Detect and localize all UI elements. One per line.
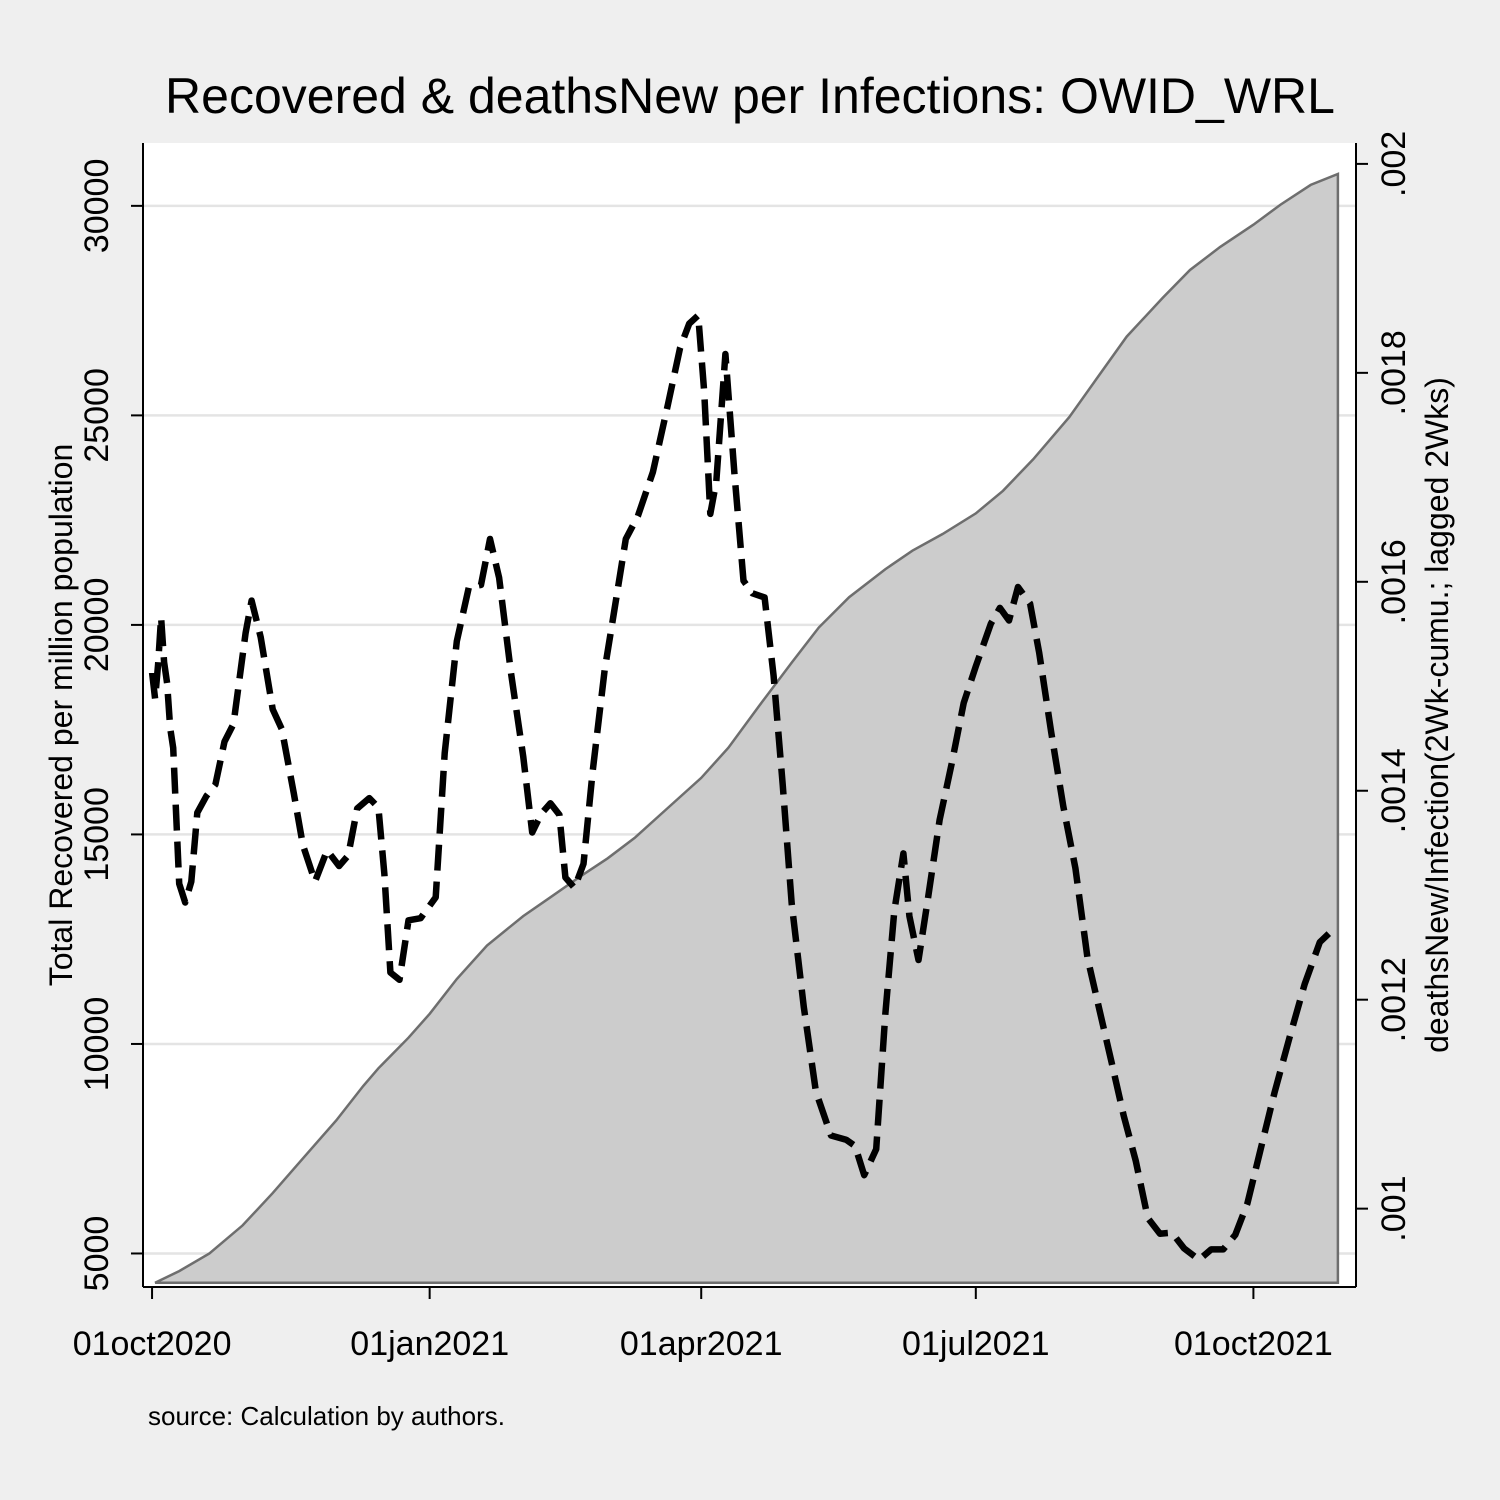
x-tick-label: 01oct2021 — [1174, 1325, 1333, 1363]
chart-title: Recovered & deathsNew per Infections: OW… — [165, 68, 1335, 124]
y-left-axis-title: Total Recovered per million population — [43, 444, 79, 987]
y-left-tick-label: 25000 — [78, 368, 116, 463]
y-left-tick-label: 15000 — [78, 787, 116, 882]
y-right-tick-label: .002 — [1375, 131, 1413, 197]
deaths-ratio-line — [148, 312, 1335, 1264]
recovered-area-series — [154, 172, 1340, 1285]
x-tick-label: 01jul2021 — [902, 1325, 1049, 1363]
y-left-tick-label: 10000 — [78, 997, 116, 1092]
recovered-area — [154, 172, 1340, 1285]
y-left-tick-label: 20000 — [78, 578, 116, 673]
y-right-axis-title: deathsNew/Infection(2Wk-cumu.; lagged 2W… — [1419, 377, 1455, 1053]
y-right-tick-label: .0014 — [1375, 748, 1413, 833]
y-left-tick-label: 30000 — [78, 159, 116, 254]
x-tick-label: 01jan2021 — [350, 1325, 509, 1363]
x-tick-label: 01oct2020 — [73, 1325, 232, 1363]
y-right-tick-label: .0012 — [1375, 957, 1413, 1042]
y-right-tick-label: .0016 — [1375, 539, 1413, 624]
y-left-tick-label: 5000 — [78, 1216, 116, 1292]
y-right-tick-label: .001 — [1375, 1176, 1413, 1242]
deaths-ratio-line-series — [148, 312, 1335, 1264]
y-right-tick-label: .0018 — [1375, 330, 1413, 415]
x-tick-label: 01apr2021 — [620, 1325, 783, 1363]
axes: 5000 10000 15000 20000 25000 30000 .001 .0012 .0… — [73, 131, 1413, 1363]
source-note: source: Calculation by authors. — [148, 1401, 505, 1431]
